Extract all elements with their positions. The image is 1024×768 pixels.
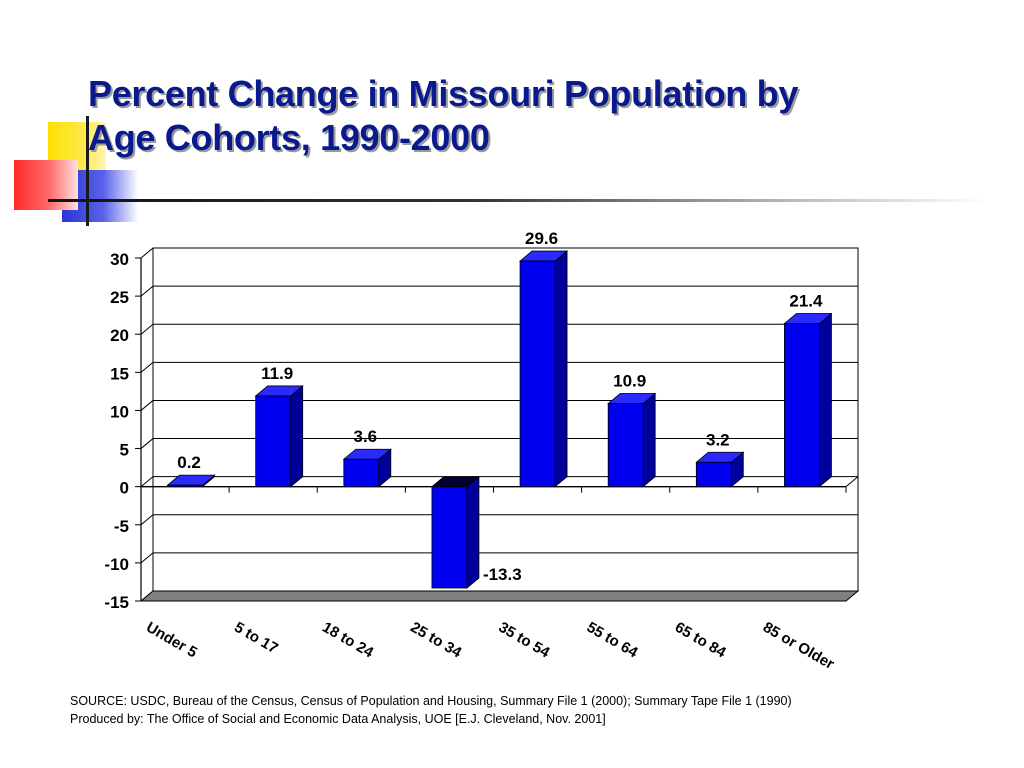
x-tick-label: 35 to 54	[496, 619, 553, 662]
slide-title-line1: Percent Change in Missouri Population by	[88, 73, 799, 114]
data-label: 11.9	[261, 364, 293, 383]
chart-floor	[139, 590, 860, 602]
x-tick-label: 85 or Older	[760, 619, 837, 673]
data-label: 21.4	[789, 292, 823, 311]
y-tick-label: 15	[110, 364, 129, 383]
x-tick-label: 65 to 84	[672, 619, 729, 662]
x-tick-label: 18 to 24	[319, 619, 376, 662]
gridline-side	[140, 552, 154, 564]
y-tick-label: 5	[120, 441, 129, 460]
y-tick-label: -10	[104, 555, 129, 574]
bar	[343, 458, 380, 488]
bar-side	[554, 250, 568, 488]
y-tick-label: 20	[110, 326, 129, 345]
producer-line: Produced by: The Office of Social and Ec…	[70, 712, 606, 726]
bar	[255, 395, 292, 488]
bar	[607, 403, 644, 488]
decor-horizontal-rule	[48, 199, 988, 202]
x-tick-label: 5 to 17	[231, 619, 281, 657]
y-tick-label: -15	[104, 593, 129, 612]
x-tick-label: Under 5	[143, 619, 200, 662]
bar	[431, 486, 468, 589]
source-line: SOURCE: USDC, Bureau of the Census, Cens…	[70, 694, 792, 708]
gridline-side	[140, 247, 154, 259]
gridline-side	[140, 400, 154, 411]
gridline-side	[140, 476, 154, 488]
y-tick-label: 25	[110, 288, 129, 307]
gridline-side	[140, 438, 154, 449]
gridline-side	[140, 361, 154, 373]
bar-side	[642, 392, 656, 488]
bar	[519, 260, 556, 488]
bar	[695, 461, 732, 488]
bar-side	[466, 475, 480, 589]
slide-title: Percent Change in Missouri Population by…	[88, 72, 968, 160]
gridline-side	[140, 285, 154, 297]
bar	[167, 484, 203, 488]
x-tick-label: 25 to 34	[407, 619, 464, 662]
data-label: 29.6	[525, 229, 558, 248]
x-tick-label: 55 to 64	[584, 619, 641, 662]
zero-baseline-depth	[845, 476, 859, 488]
data-label: 0.2	[177, 453, 201, 472]
bar	[784, 323, 820, 488]
y-tick-label: 30	[110, 250, 129, 269]
gridline-side	[140, 514, 154, 526]
bar-side	[290, 385, 304, 488]
data-label: 10.9	[613, 372, 646, 391]
source-note: SOURCE: USDC, Bureau of the Census, Cens…	[70, 692, 1010, 728]
data-label: -13.3	[483, 565, 522, 584]
y-tick-label: 10	[110, 402, 129, 421]
data-label: 3.2	[706, 430, 730, 449]
data-label: 3.6	[353, 427, 377, 446]
slide-title-line2: Age Cohorts, 1990-2000	[88, 117, 490, 158]
y-tick-label: 0	[120, 479, 129, 498]
y-tick-label: -5	[114, 517, 129, 536]
bar-side	[819, 312, 832, 488]
decor-vertical-line	[86, 116, 89, 226]
gridline-side	[140, 323, 154, 335]
plot-area: 30 25 20 15 10 5 0 -5 -10 -15 0.2 Under 5 11.9 5 to 1…	[104, 229, 860, 673]
